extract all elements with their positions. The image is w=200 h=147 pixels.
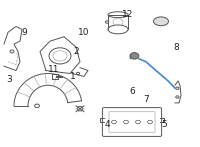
Text: 1: 1 (70, 72, 76, 81)
Text: 6: 6 (129, 87, 135, 96)
Ellipse shape (154, 17, 168, 26)
Circle shape (130, 53, 139, 59)
Text: 11: 11 (48, 65, 60, 74)
Text: 5: 5 (161, 120, 167, 130)
Text: 10: 10 (78, 28, 90, 37)
Text: 3: 3 (6, 75, 12, 84)
Text: 8: 8 (173, 42, 179, 52)
Text: 7: 7 (143, 95, 149, 105)
Text: 12: 12 (122, 10, 134, 19)
Text: 4: 4 (104, 120, 110, 130)
Text: 2: 2 (73, 47, 79, 56)
Text: 9: 9 (21, 28, 27, 37)
